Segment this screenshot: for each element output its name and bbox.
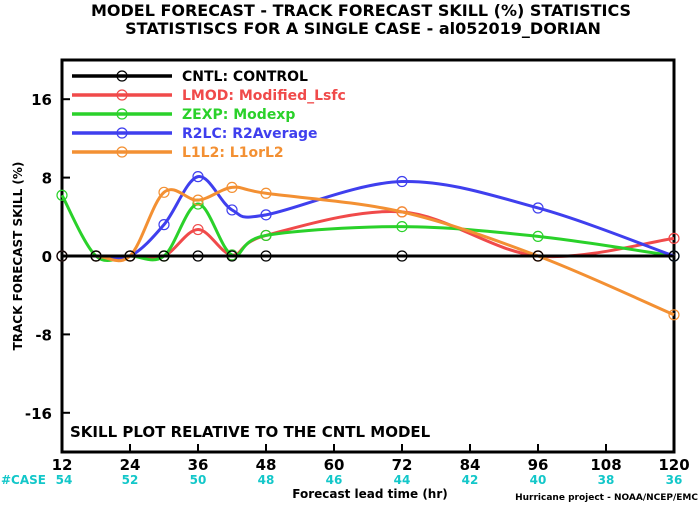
data-point — [192, 223, 204, 236]
x-tick-label: 96 — [528, 456, 549, 474]
data-point — [192, 194, 204, 206]
x-tick-label: 72 — [392, 456, 413, 474]
x-tick-label: 24 — [120, 456, 141, 474]
series-line — [61, 185, 675, 317]
data-point — [158, 250, 170, 262]
y-tick-label: -16 — [25, 405, 52, 423]
data-point — [532, 202, 544, 214]
data-point — [226, 204, 238, 216]
legend-marker — [116, 89, 128, 101]
data-point — [532, 250, 544, 262]
data-point — [158, 186, 170, 198]
skill-note: SKILL PLOT RELATIVE TO THE CNTL MODEL — [70, 423, 431, 441]
y-tick-label: 8 — [42, 170, 52, 188]
data-point — [396, 250, 408, 262]
case-count: 48 — [258, 473, 275, 487]
data-point — [668, 232, 680, 244]
data-point — [668, 309, 680, 321]
data-point — [260, 209, 272, 221]
x-axis-title: Forecast lead time (hr) — [292, 487, 448, 501]
case-count: 44 — [394, 473, 411, 487]
data-point — [668, 250, 680, 262]
data-point — [158, 219, 170, 231]
data-point — [56, 189, 68, 201]
y-tick-label: 0 — [42, 248, 52, 266]
x-tick-label: 36 — [188, 456, 209, 474]
data-point — [192, 250, 204, 262]
data-point — [90, 250, 102, 262]
data-point — [226, 250, 238, 262]
legend-label: R2LC: R2Average — [182, 126, 318, 142]
case-count: 38 — [598, 473, 615, 487]
data-point — [192, 171, 204, 183]
series-line — [61, 175, 675, 260]
credit-text: Hurricane project - NOAA/NCEP/EMC — [515, 493, 698, 503]
legend-label: CNTL: CONTROL — [182, 69, 308, 85]
data-point — [260, 187, 272, 199]
data-point — [260, 229, 272, 242]
legend-marker — [116, 70, 128, 82]
x-tick-label: 48 — [256, 456, 277, 474]
data-point — [226, 181, 238, 193]
y-tick-label: 16 — [31, 91, 52, 109]
chart-subtitle: STATISTISCS FOR A SINGLE CASE - al052019… — [125, 19, 601, 38]
case-count: 52 — [122, 473, 139, 487]
case-count: 50 — [190, 473, 207, 487]
axis-layer: 12 24 36 48 60 72 84 96 108 120 -16 -8 0 8 16 54 52 50 48 4… — [25, 91, 690, 487]
data-point — [396, 221, 408, 233]
data-point — [396, 175, 408, 188]
legend-label: L1L2: L1orL2 — [182, 145, 284, 161]
y-tick-label: -8 — [35, 326, 52, 344]
data-point — [260, 250, 272, 262]
data-point — [532, 230, 544, 242]
legend-label: LMOD: Modified_Lsfc — [182, 88, 346, 104]
x-tick-label: 108 — [590, 456, 621, 474]
case-count: 54 — [56, 473, 73, 487]
legend-marker — [116, 108, 128, 120]
y-axis-title: TRACK FORECAST SKILL (%) — [11, 162, 25, 351]
x-tick-label: 84 — [460, 456, 481, 474]
chart-title: MODEL FORECAST - TRACK FORECAST SKILL (%… — [91, 1, 631, 20]
x-tick-label: 120 — [658, 456, 689, 474]
legend: CNTL: CONTROL LMOD: Modified_Lsfc ZEXP: Mo… — [72, 69, 346, 161]
legend-marker — [116, 127, 128, 139]
legend-marker — [116, 146, 128, 158]
case-count: 36 — [666, 473, 683, 487]
case-count: 40 — [530, 473, 547, 487]
series-layer — [56, 171, 680, 321]
legend-label: ZEXP: Modexp — [182, 107, 295, 123]
x-tick-label: 60 — [324, 456, 345, 474]
data-point — [396, 206, 408, 218]
case-count: 42 — [462, 473, 479, 487]
case-row-label: #CASE — [1, 473, 46, 487]
data-point — [124, 250, 136, 262]
case-count: 46 — [326, 473, 343, 487]
x-tick-label: 12 — [52, 456, 73, 474]
